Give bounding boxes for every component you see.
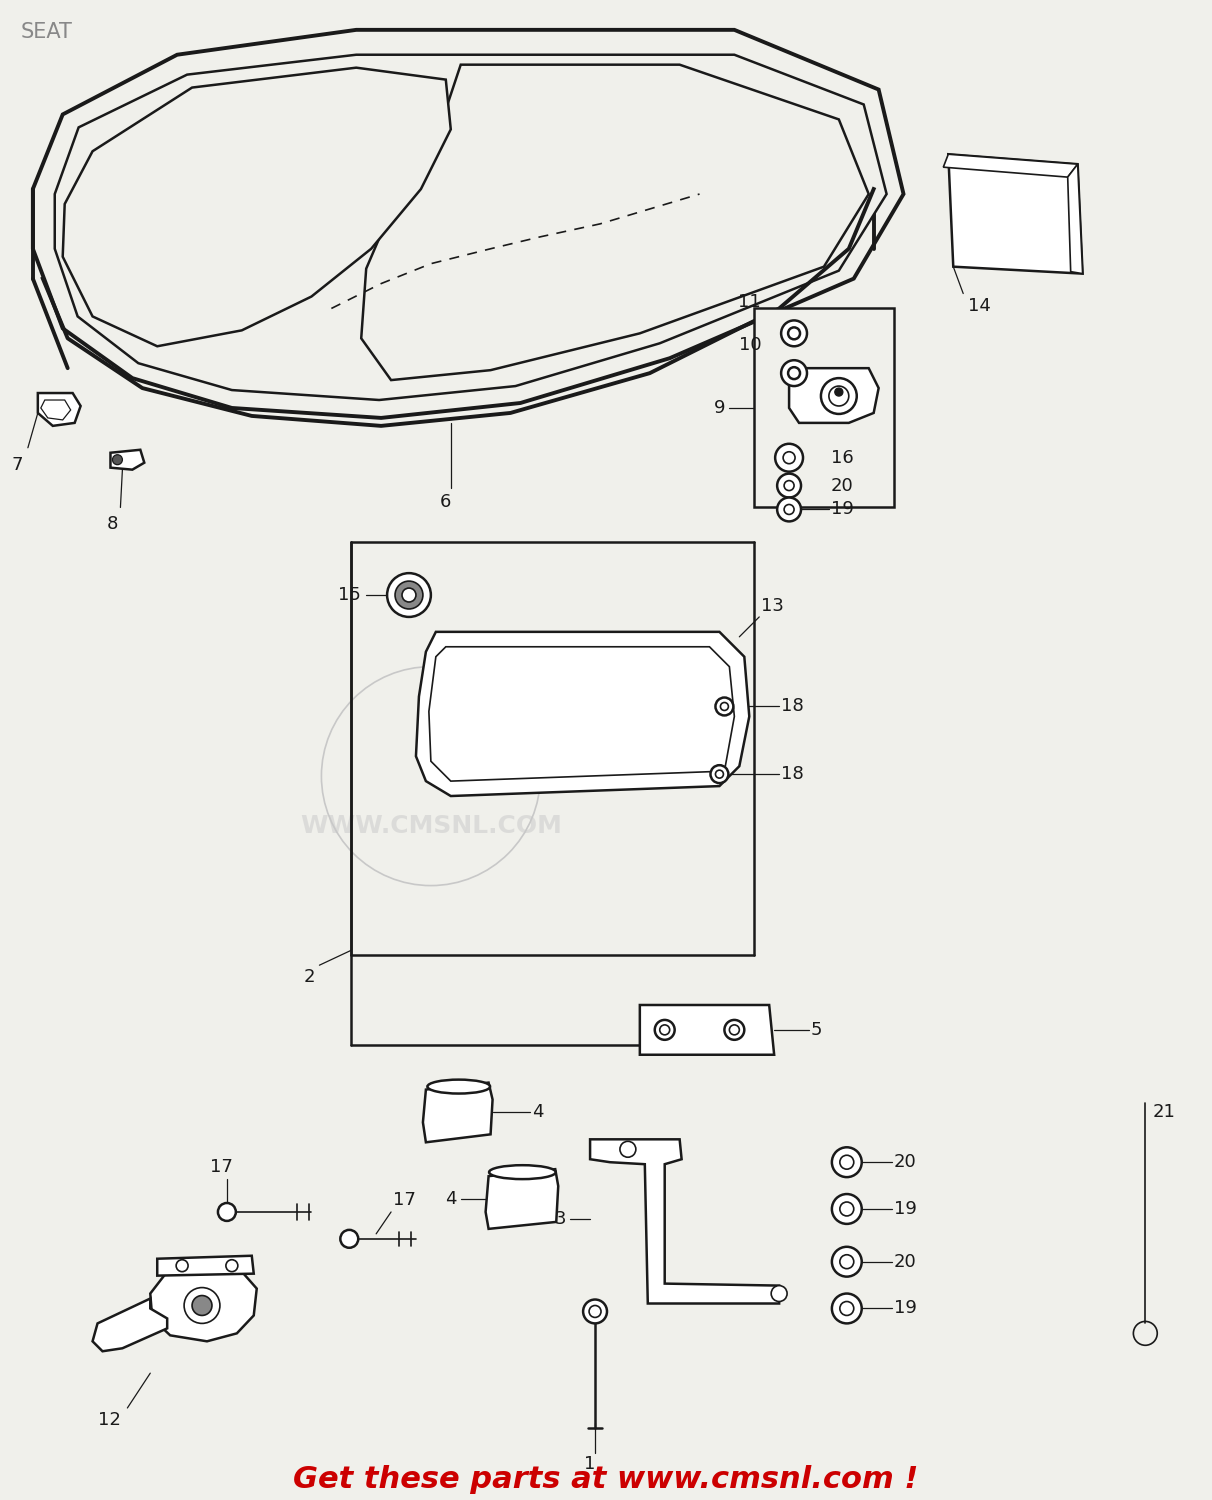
Text: 7: 7 bbox=[11, 456, 23, 474]
Circle shape bbox=[831, 1293, 862, 1323]
Circle shape bbox=[589, 1305, 601, 1317]
Polygon shape bbox=[590, 1140, 779, 1304]
Text: 19: 19 bbox=[831, 501, 853, 519]
Polygon shape bbox=[416, 632, 749, 796]
Text: 19: 19 bbox=[893, 1299, 916, 1317]
Text: 5: 5 bbox=[811, 1022, 823, 1040]
Text: 18: 18 bbox=[781, 698, 804, 715]
Text: 21: 21 bbox=[1153, 1102, 1176, 1120]
Polygon shape bbox=[486, 1168, 559, 1228]
Circle shape bbox=[113, 454, 122, 465]
Polygon shape bbox=[38, 393, 81, 426]
Text: 16: 16 bbox=[831, 448, 853, 466]
Circle shape bbox=[835, 388, 842, 396]
Circle shape bbox=[840, 1155, 853, 1168]
Circle shape bbox=[395, 580, 423, 609]
Text: 15: 15 bbox=[338, 586, 361, 604]
Text: 17: 17 bbox=[211, 1158, 234, 1176]
Circle shape bbox=[191, 1296, 212, 1316]
Text: Get these parts at www.cmsnl.com !: Get these parts at www.cmsnl.com ! bbox=[293, 1464, 919, 1494]
Text: 9: 9 bbox=[714, 399, 726, 417]
Circle shape bbox=[788, 327, 800, 339]
Circle shape bbox=[725, 1020, 744, 1040]
Circle shape bbox=[583, 1299, 607, 1323]
Text: 3: 3 bbox=[555, 1210, 566, 1228]
Text: 14: 14 bbox=[968, 297, 991, 315]
Circle shape bbox=[840, 1302, 853, 1316]
Circle shape bbox=[218, 1203, 236, 1221]
Circle shape bbox=[730, 1024, 739, 1035]
Circle shape bbox=[777, 474, 801, 498]
Circle shape bbox=[776, 444, 804, 471]
Circle shape bbox=[781, 321, 807, 346]
Polygon shape bbox=[41, 400, 70, 420]
Polygon shape bbox=[361, 64, 869, 380]
Polygon shape bbox=[55, 54, 887, 400]
Polygon shape bbox=[429, 646, 734, 782]
Text: 11: 11 bbox=[738, 294, 761, 312]
Polygon shape bbox=[92, 1299, 167, 1352]
Text: 20: 20 bbox=[831, 477, 853, 495]
Circle shape bbox=[715, 770, 724, 778]
Polygon shape bbox=[63, 68, 451, 346]
Polygon shape bbox=[33, 30, 903, 418]
Ellipse shape bbox=[490, 1166, 556, 1179]
Circle shape bbox=[654, 1020, 675, 1040]
Circle shape bbox=[784, 480, 794, 490]
Text: 20: 20 bbox=[893, 1154, 916, 1172]
Circle shape bbox=[840, 1202, 853, 1216]
Text: 4: 4 bbox=[445, 1190, 457, 1208]
Circle shape bbox=[387, 573, 431, 616]
Polygon shape bbox=[789, 368, 879, 423]
Circle shape bbox=[771, 1286, 787, 1302]
Circle shape bbox=[788, 368, 800, 380]
Circle shape bbox=[831, 1194, 862, 1224]
Circle shape bbox=[341, 1230, 359, 1248]
Polygon shape bbox=[423, 1083, 492, 1143]
Polygon shape bbox=[158, 1256, 253, 1275]
Text: 8: 8 bbox=[107, 516, 118, 534]
Text: 2: 2 bbox=[304, 968, 315, 986]
Text: 10: 10 bbox=[738, 336, 761, 354]
Circle shape bbox=[184, 1287, 219, 1323]
Polygon shape bbox=[754, 309, 893, 507]
Circle shape bbox=[659, 1024, 670, 1035]
Polygon shape bbox=[948, 154, 1082, 273]
Text: 20: 20 bbox=[893, 1252, 916, 1270]
Circle shape bbox=[402, 588, 416, 602]
Text: WWW.CMSNL.COM: WWW.CMSNL.COM bbox=[299, 815, 562, 839]
Circle shape bbox=[176, 1260, 188, 1272]
Polygon shape bbox=[1068, 164, 1082, 273]
Circle shape bbox=[781, 360, 807, 386]
Circle shape bbox=[225, 1260, 238, 1272]
Text: 17: 17 bbox=[393, 1191, 416, 1209]
Circle shape bbox=[715, 698, 733, 715]
Text: 6: 6 bbox=[440, 492, 452, 510]
Circle shape bbox=[710, 765, 728, 783]
Text: 18: 18 bbox=[781, 765, 804, 783]
Text: 1: 1 bbox=[584, 1455, 596, 1473]
Circle shape bbox=[783, 452, 795, 464]
Ellipse shape bbox=[428, 1080, 490, 1094]
Circle shape bbox=[777, 498, 801, 522]
Circle shape bbox=[720, 702, 728, 711]
Circle shape bbox=[821, 378, 857, 414]
Circle shape bbox=[831, 1246, 862, 1276]
Circle shape bbox=[619, 1142, 636, 1156]
Polygon shape bbox=[110, 450, 144, 470]
Text: 4: 4 bbox=[532, 1104, 544, 1122]
Text: 13: 13 bbox=[761, 597, 784, 615]
Polygon shape bbox=[640, 1005, 774, 1054]
Circle shape bbox=[840, 1254, 853, 1269]
Circle shape bbox=[831, 1148, 862, 1178]
Polygon shape bbox=[943, 154, 1077, 177]
Circle shape bbox=[829, 386, 848, 406]
Circle shape bbox=[784, 504, 794, 515]
Text: 19: 19 bbox=[893, 1200, 916, 1218]
Polygon shape bbox=[150, 1272, 257, 1341]
Text: 12: 12 bbox=[97, 1412, 120, 1430]
Text: SEAT: SEAT bbox=[21, 22, 73, 42]
